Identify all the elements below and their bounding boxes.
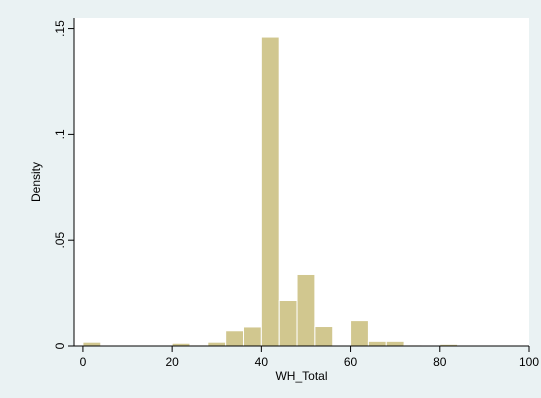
histogram-bar-9: [278, 300, 298, 347]
y-ticks-group: 0 .05 .1 .15: [53, 20, 74, 349]
histogram-bar-11: [314, 326, 334, 347]
x-tick-label-5: 100: [519, 355, 539, 369]
histogram-bar-6: [225, 330, 245, 347]
histogram-bar-7: [243, 326, 262, 347]
histogram-bar-5: [207, 341, 227, 347]
x-tick-label-3: 60: [344, 355, 358, 369]
x-ticks-group: 0 20 40 60 80 100: [80, 346, 539, 369]
histogram-bar-0: [82, 341, 102, 347]
y-tick-label-2: .1: [53, 129, 67, 139]
x-tick-label-0: 0: [80, 355, 87, 369]
y-tick-label-3: .15: [53, 20, 67, 37]
y-axis-title: Density: [29, 162, 43, 202]
x-tick-label-1: 20: [165, 355, 179, 369]
x-tick-label-2: 40: [255, 355, 269, 369]
histogram-bar-14: [385, 340, 405, 347]
x-axis-title: WH_Total: [275, 369, 327, 383]
x-tick-label-4: 80: [433, 355, 447, 369]
y-tick-label-1: .05: [53, 232, 67, 249]
y-tick-label-0: 0: [53, 342, 67, 349]
histogram-bar-13: [367, 340, 387, 347]
histogram-bar-12: [350, 320, 369, 347]
bars-group: [82, 36, 530, 347]
histogram-bar-10: [296, 273, 316, 347]
histogram-bar-8: [260, 36, 280, 347]
